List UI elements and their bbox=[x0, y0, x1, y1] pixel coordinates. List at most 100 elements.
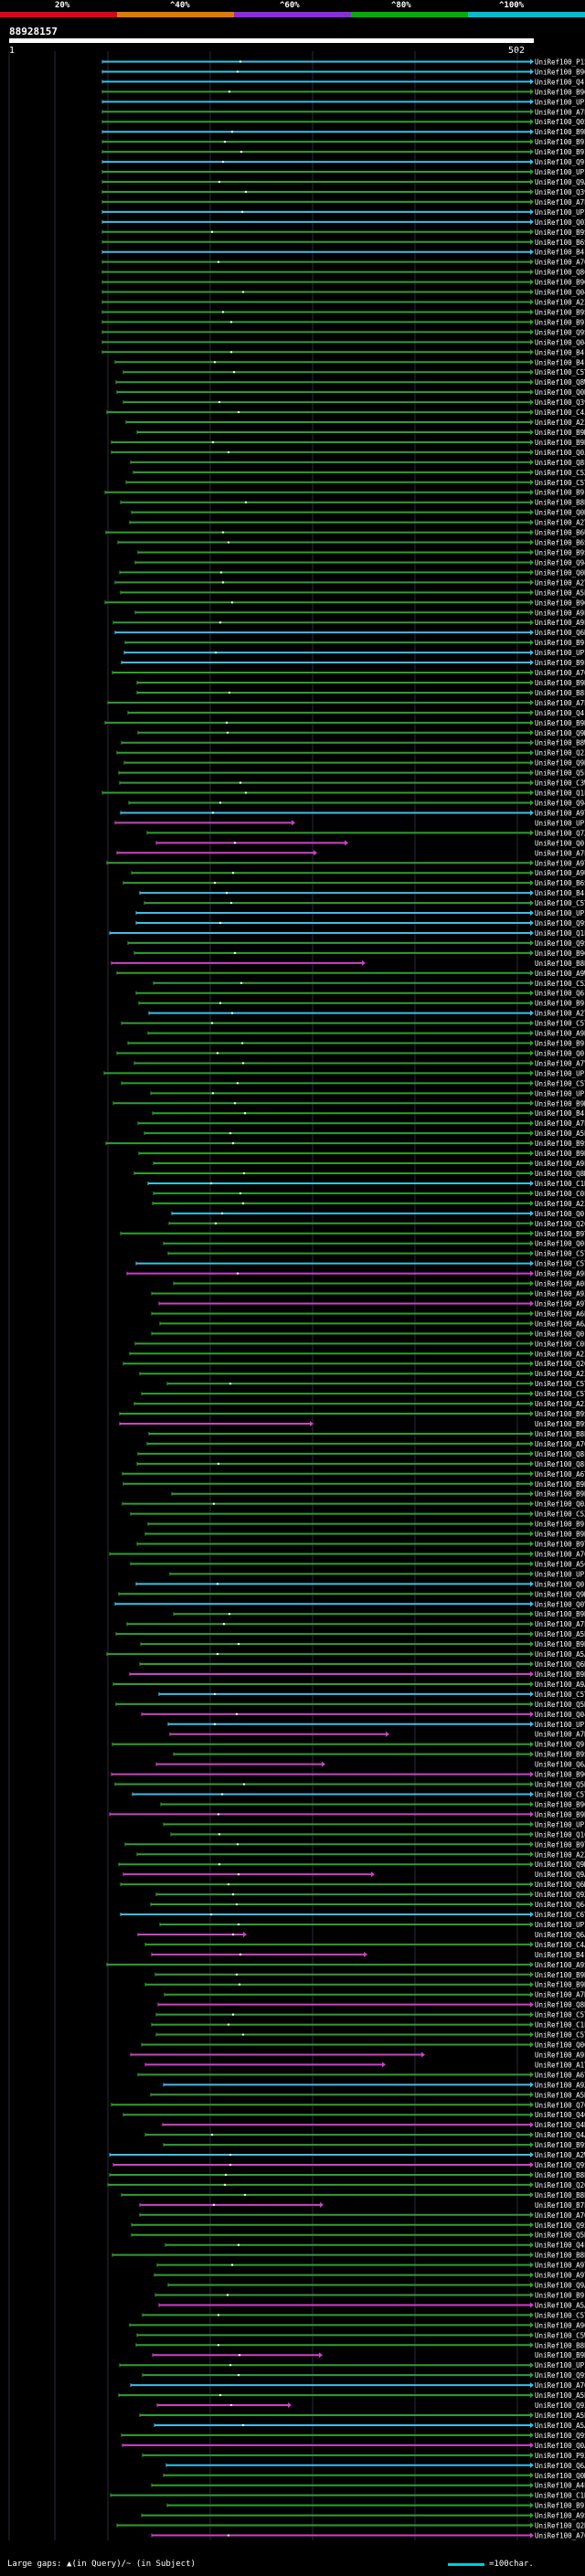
hit-label[interactable]: UniRef100_Q4AMN3 bbox=[535, 2131, 585, 2139]
hit-row[interactable]: UniRef100_A2YBX5 bbox=[129, 519, 585, 527]
hit-row[interactable]: UniRef100_C4AF52 bbox=[144, 1941, 585, 1949]
hit-row[interactable]: UniRef100_A2ZI33 bbox=[139, 1370, 585, 1378]
hit-label[interactable]: UniRef100_A9W7P5 bbox=[535, 970, 585, 978]
hit-label[interactable]: UniRef100_Q8M59A bbox=[535, 1170, 585, 1178]
hit-row[interactable]: UniRef100_A5B6D8 bbox=[115, 1630, 585, 1638]
hit-label[interactable]: UniRef100_A9NTG2 bbox=[535, 1030, 585, 1038]
hit-label[interactable]: UniRef100_Q01JP3 bbox=[535, 1580, 585, 1588]
hit-row[interactable]: UniRef100_B4FXL4 bbox=[114, 358, 585, 366]
hit-row[interactable]: UniRef100_B9F517 bbox=[124, 639, 585, 647]
hit-label[interactable]: UniRef100_A2ZB10 bbox=[535, 1400, 585, 1408]
hit-row[interactable]: UniRef100_B8BBR1 bbox=[109, 2171, 585, 2179]
hit-row[interactable]: UniRef100_UPI000... bbox=[103, 1069, 585, 1077]
hit-row[interactable]: UniRef100_Q4R604 bbox=[162, 2121, 585, 2129]
hit-label[interactable]: UniRef100_C5XTZ7 bbox=[535, 1511, 585, 1519]
hit-row[interactable]: UniRef100_A5B432 bbox=[139, 2412, 585, 2420]
hit-row[interactable]: UniRef100_A7R592 bbox=[164, 1991, 585, 1999]
hit-row[interactable]: UniRef100_B9SKT6 bbox=[173, 1751, 585, 1759]
hit-label[interactable]: UniRef100_Q9MY28 bbox=[535, 729, 585, 737]
hit-row[interactable]: UniRef100_B9I8G4 bbox=[101, 138, 585, 146]
hit-label[interactable]: UniRef100_Q9SB31 bbox=[535, 2432, 585, 2440]
hit-label[interactable]: UniRef100_A7Q0A7 bbox=[535, 2381, 585, 2390]
hit-label[interactable]: UniRef100_Q4R604 bbox=[535, 2121, 585, 2129]
hit-row[interactable]: UniRef100_A9P8I1 bbox=[112, 619, 585, 627]
hit-label[interactable]: UniRef100_B4FXG8 bbox=[535, 1109, 585, 1118]
hit-row[interactable]: UniRef100_B9IF99 bbox=[166, 2502, 585, 2510]
hit-label[interactable]: UniRef100_A7PQG0 bbox=[535, 1620, 585, 1628]
hit-row[interactable]: UniRef100_A2ZEY7 bbox=[129, 1350, 585, 1358]
hit-label[interactable]: UniRef100_B9G168 bbox=[535, 68, 585, 76]
hit-row[interactable]: UniRef100_C5YPQ1 bbox=[158, 1691, 585, 1699]
hit-row[interactable]: UniRef100_A4E7D9 bbox=[151, 2482, 585, 2490]
hit-row[interactable]: UniRef100_B9FNE5 bbox=[138, 1000, 585, 1008]
hit-row[interactable]: UniRef100_Q8LPD9 bbox=[136, 1460, 585, 1468]
hit-row[interactable]: UniRef100_Q0A6U2 bbox=[122, 2442, 585, 2450]
hit-row[interactable]: UniRef100_A7Q0A7 bbox=[130, 2381, 585, 2390]
hit-row[interactable]: UniRef100_B9HQV3 bbox=[173, 1610, 585, 1618]
hit-label[interactable]: UniRef100_Q5DW43 bbox=[535, 1781, 585, 1789]
hit-row[interactable]: UniRef100_B9LUQ9 bbox=[121, 659, 585, 667]
hit-row[interactable]: UniRef100_B4FXG8 bbox=[152, 1109, 585, 1118]
hit-row[interactable]: UniRef100_B9FF29 bbox=[127, 1040, 585, 1048]
hit-label[interactable]: UniRef100_A7VL53 bbox=[535, 1059, 585, 1067]
hit-label[interactable]: UniRef100_Q9SP58 bbox=[535, 939, 585, 948]
hit-row[interactable]: UniRef100_C3WVT7 bbox=[119, 779, 585, 788]
hit-row[interactable]: UniRef100_A9W7P5 bbox=[116, 970, 585, 978]
hit-row[interactable]: UniRef100_B9IH04 bbox=[101, 148, 585, 156]
hit-row[interactable]: UniRef100_Q39031 bbox=[101, 188, 585, 196]
hit-row[interactable]: UniRef100_Q0D214 bbox=[119, 568, 585, 577]
hit-row[interactable]: UniRef100_B7E5T0 bbox=[139, 2201, 585, 2210]
hit-label[interactable]: UniRef100_A7PM33 bbox=[535, 108, 585, 116]
hit-label[interactable]: UniRef100_Q0J8W2 bbox=[535, 449, 585, 457]
hit-row[interactable]: UniRef100_C5Y4M9 bbox=[166, 1380, 585, 1388]
hit-label[interactable]: UniRef100_Q6AE82 bbox=[535, 1761, 585, 1769]
hit-row[interactable]: UniRef100_B9T6K2 bbox=[136, 1541, 585, 1549]
hit-label[interactable]: UniRef100_B9SSV4 bbox=[535, 1140, 585, 1148]
hit-row[interactable]: UniRef100_Q9AE49 bbox=[122, 1871, 585, 1879]
hit-row[interactable]: UniRef100_Q0L2S4 bbox=[163, 1240, 585, 1248]
hit-row[interactable]: UniRef100_C0P7H1 bbox=[134, 1340, 585, 1348]
hit-label[interactable]: UniRef100_C5YYZ0 bbox=[535, 1020, 585, 1028]
hit-row[interactable]: UniRef100_Q8C9V4 bbox=[101, 269, 585, 277]
hit-row[interactable]: UniRef100_UPI000... bbox=[114, 819, 585, 827]
hit-row[interactable]: UniRef100_A9PGG1 bbox=[153, 1160, 585, 1168]
hit-label[interactable]: UniRef100_B9FF29 bbox=[535, 1040, 585, 1048]
hit-row[interactable]: UniRef100_Q04V97 bbox=[101, 289, 585, 297]
hit-label[interactable]: UniRef100_Q6RC06 bbox=[535, 1660, 585, 1669]
hit-row[interactable]: UniRef100_Q9SH43 bbox=[135, 919, 585, 928]
hit-row[interactable]: UniRef100_Q1PFV6 bbox=[109, 929, 585, 938]
hit-row[interactable]: UniRef100_A5B262 bbox=[144, 1129, 585, 1138]
hit-row[interactable]: UniRef100_B9HC18 bbox=[101, 128, 585, 136]
hit-row[interactable]: UniRef100_Q5DW44 bbox=[115, 1701, 585, 1709]
hit-row[interactable]: UniRef100_B9RHN3 bbox=[154, 1971, 585, 1979]
hit-row[interactable]: UniRef100_A7Q8E9 bbox=[146, 1440, 585, 1448]
hit-row[interactable]: UniRef100_C5YPY9 bbox=[141, 1390, 585, 1398]
hit-label[interactable]: UniRef100_C0P7H1 bbox=[535, 1340, 585, 1348]
hit-label[interactable]: UniRef100_Q5DW42 bbox=[535, 2231, 585, 2240]
hit-row[interactable]: UniRef100_A6T1G7 bbox=[122, 1470, 585, 1479]
hit-label[interactable]: UniRef100_A5C4C1 bbox=[535, 1560, 585, 1568]
hit-label[interactable]: UniRef100_B9FP90 bbox=[535, 2291, 585, 2299]
hit-label[interactable]: UniRef100_B9S9R6 bbox=[535, 228, 585, 237]
hit-label[interactable]: UniRef100_B8B195 bbox=[535, 1430, 585, 1438]
hit-label[interactable]: UniRef100_A5A498 bbox=[535, 2422, 585, 2430]
hit-label[interactable]: UniRef100_C5YPY9 bbox=[535, 1390, 585, 1398]
hit-label[interactable]: UniRef100_Q2ZLG8 bbox=[535, 749, 585, 758]
hit-label[interactable]: UniRef100_A9PE75 bbox=[535, 609, 585, 617]
hit-label[interactable]: UniRef100_B9HQV3 bbox=[535, 1610, 585, 1618]
hit-row[interactable]: UniRef100_C5YK60 bbox=[132, 1791, 585, 1799]
hit-row[interactable]: UniRef100_B9SHB4 bbox=[119, 1420, 585, 1428]
hit-row[interactable]: UniRef100_Q2QUN8 bbox=[122, 1360, 585, 1368]
hit-label[interactable]: UniRef100_A9XKX3 bbox=[535, 2081, 585, 2089]
hit-label[interactable]: UniRef100_B8LKY3 bbox=[535, 689, 585, 697]
hit-label[interactable]: UniRef100_Q0DCT8 bbox=[535, 509, 585, 517]
hit-label[interactable]: UniRef100_UPI000... bbox=[535, 1820, 585, 1829]
hit-label[interactable]: UniRef100_C3WVT7 bbox=[535, 779, 585, 788]
hit-row[interactable]: UniRef100_A2WLS9 bbox=[109, 2151, 585, 2159]
hit-row[interactable]: UniRef100_UPI000... bbox=[119, 2361, 585, 2369]
hit-label[interactable]: UniRef100_A5DYW3 bbox=[535, 2091, 585, 2099]
hit-label[interactable]: UniRef100_A9A547 bbox=[535, 1680, 585, 1689]
hit-row[interactable]: UniRef100_B9HSZ2 bbox=[144, 1531, 585, 1539]
hit-label[interactable]: UniRef100_B6SYV3 bbox=[535, 539, 585, 547]
hit-label[interactable]: UniRef100_A5B6D8 bbox=[535, 1630, 585, 1638]
